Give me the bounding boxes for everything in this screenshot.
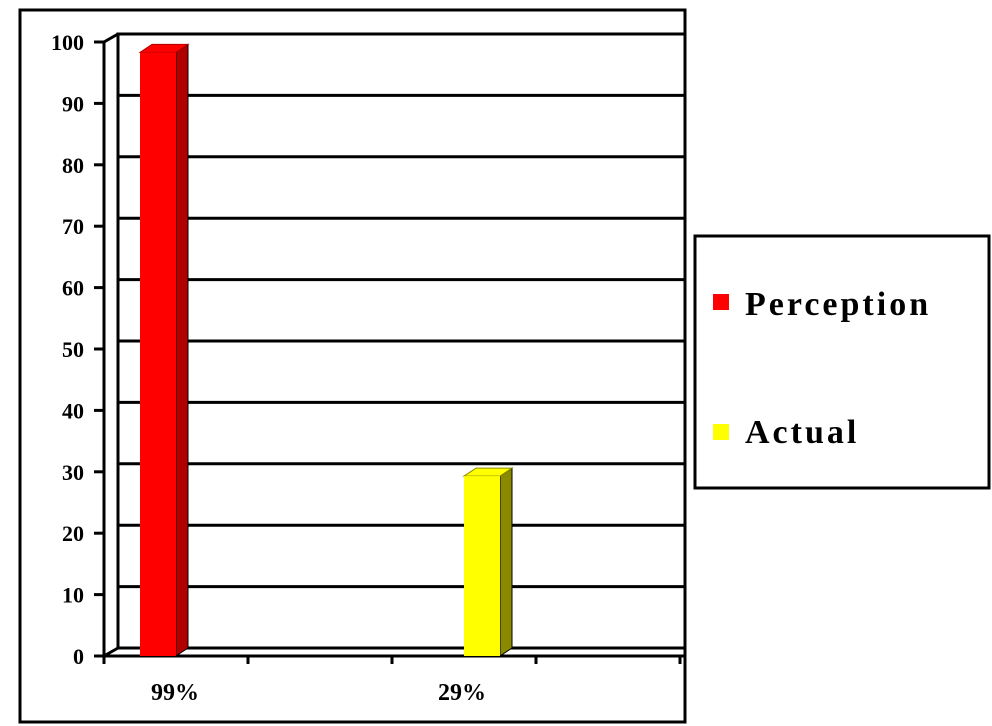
legend-box	[693, 234, 991, 490]
y-tick-label: 80	[62, 153, 84, 178]
y-tick-label: 30	[62, 460, 84, 485]
legend-label-perception: Perception	[745, 286, 931, 323]
bar-actual	[464, 476, 500, 656]
plot-wall-top-edge	[103, 32, 119, 44]
x-tick-label: 29%	[438, 680, 486, 706]
axes	[94, 40, 685, 664]
y-tick-label: 40	[62, 398, 84, 423]
bar-side-actual	[499, 467, 513, 657]
x-tick-label: 99%	[151, 680, 199, 706]
legend-swatch-perception	[713, 294, 729, 310]
y-tick-label: 0	[73, 644, 84, 669]
y-tick-label: 20	[62, 521, 84, 546]
bar-side-perception	[175, 43, 189, 657]
bar-perception	[140, 52, 176, 657]
x-axis-tick-labels: 99% 29%	[151, 680, 486, 706]
legend-label-actual: Actual	[745, 414, 859, 451]
legend-swatch-actual	[713, 424, 729, 440]
y-tick-label: 100	[51, 30, 84, 55]
y-tick-label: 70	[62, 214, 84, 239]
bars	[138, 43, 514, 657]
y-tick-label: 50	[62, 337, 84, 362]
y-tick-label: 10	[62, 583, 84, 608]
y-tick-label: 90	[62, 91, 84, 116]
plot-area	[102, 32, 687, 658]
y-tick-label: 60	[62, 276, 84, 301]
y-axis-tick-labels: 0 10 20 30 40 50 60 70 80 90 100	[51, 30, 84, 669]
legend: Perception Actual	[693, 234, 991, 490]
gridlines	[118, 93, 685, 589]
